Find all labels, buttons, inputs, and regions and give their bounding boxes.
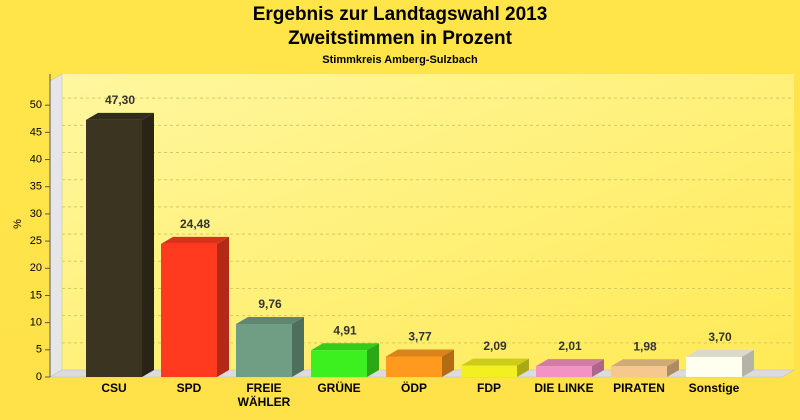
chart-subtitle: Zweitstimmen in Prozent (288, 28, 512, 49)
x-tick-label: FDP (477, 381, 501, 395)
x-tick-label: Sonstige (689, 381, 740, 395)
x-tick-label: DIE LINKE (534, 381, 593, 395)
bar-top (236, 316, 304, 324)
bar-side (517, 358, 529, 377)
x-tick-label: CSU (101, 381, 126, 395)
x-tick-label: FREIE WÄHLER (238, 381, 291, 409)
y-tick-label: 45 (30, 126, 42, 138)
value-label: 4,91 (333, 323, 357, 337)
value-label: 24,48 (180, 217, 210, 231)
bar-side (667, 359, 679, 377)
bar-top (611, 359, 679, 367)
y-tick-label: 20 (30, 262, 42, 274)
value-label: 2,01 (558, 339, 582, 353)
bar-side (292, 316, 304, 377)
chart-title: Ergebnis zur Landtagswahl 2013 (253, 4, 548, 25)
y-axis-label: % (12, 219, 24, 229)
bar-side (142, 112, 154, 378)
y-tick-label: 35 (30, 181, 42, 193)
bar (236, 323, 292, 377)
y-tick-label: 15 (30, 289, 42, 301)
bar-top (386, 349, 454, 357)
x-tick-label: ÖDP (401, 380, 427, 395)
bar-top (161, 236, 229, 244)
y-tick-label: 0 (36, 371, 42, 383)
value-label: 3,70 (708, 330, 732, 344)
value-label: 2,09 (483, 339, 507, 353)
chart-subtitle-2: Stimmkreis Amberg-Sulzbach (322, 54, 478, 66)
bar (311, 350, 367, 377)
left-wall (49, 73, 63, 378)
y-tick-label: 25 (30, 235, 42, 247)
bar-top (86, 112, 154, 120)
x-tick-label: PIRATEN (613, 381, 665, 395)
bar-side (217, 236, 229, 377)
value-label: 9,76 (258, 297, 282, 311)
y-tick-label: 5 (36, 344, 42, 356)
bar (686, 356, 742, 377)
bar-side (442, 349, 454, 377)
y-tick-label: 30 (30, 208, 42, 220)
bar-side (367, 343, 379, 377)
bar-top (536, 359, 604, 367)
y-tick-label: 40 (30, 153, 42, 165)
x-tick-label: SPD (177, 381, 202, 395)
bar-side (592, 359, 604, 377)
value-label: 47,30 (105, 93, 135, 107)
back-wall (62, 74, 794, 370)
bar (161, 243, 217, 377)
x-tick-label: GRÜNE (317, 380, 360, 395)
bar (86, 119, 142, 378)
bar-side (742, 349, 754, 377)
bar (611, 366, 667, 377)
bar-top (461, 358, 529, 366)
bar-top (686, 349, 754, 357)
bar (386, 356, 442, 377)
bar (536, 366, 592, 377)
value-label: 3,77 (408, 330, 432, 344)
bar (461, 365, 517, 377)
y-tick-label: 10 (30, 317, 42, 329)
bar-top (311, 343, 379, 351)
value-label: 1,98 (633, 339, 657, 353)
y-tick-label: 50 (30, 99, 42, 111)
